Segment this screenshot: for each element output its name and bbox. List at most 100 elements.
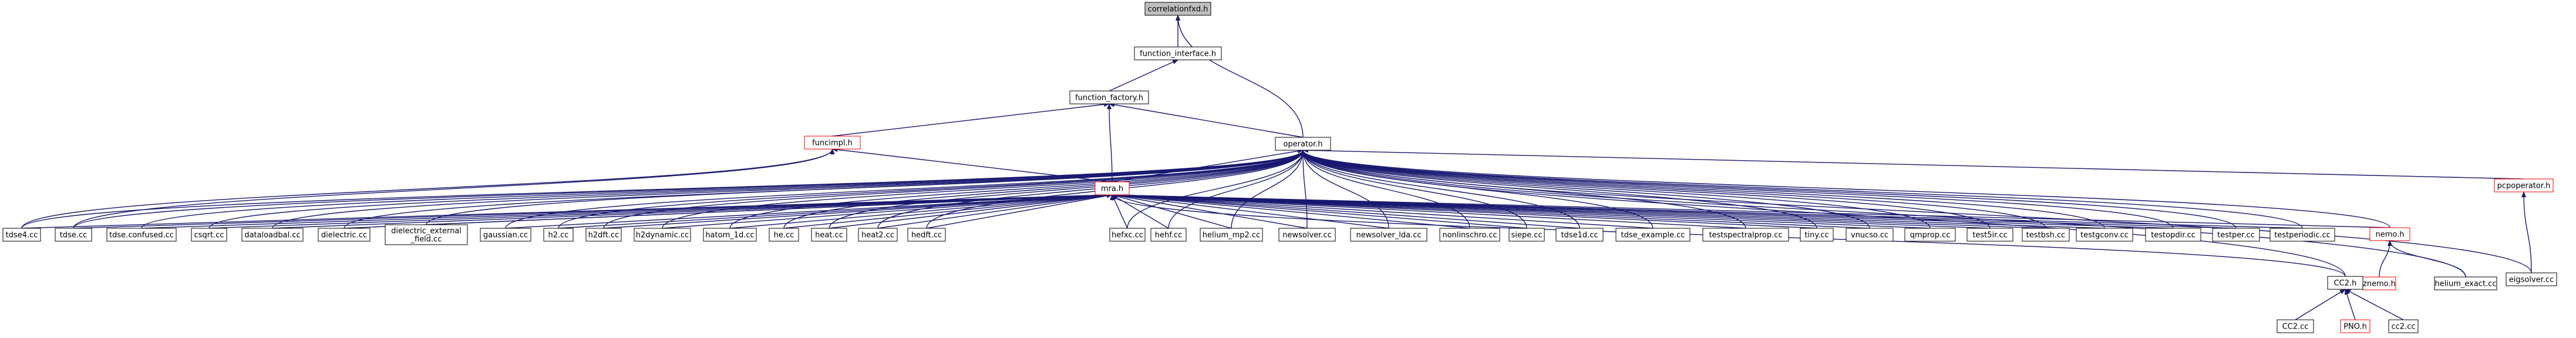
- edge-operator-to-root: [1176, 15, 1304, 138]
- node-label-heat2: heat2.cc: [861, 231, 894, 240]
- node-nemo[interactable]: nemo.h: [2369, 227, 2410, 241]
- node-dielext[interactable]: dielectric_external_field.cc: [385, 224, 468, 245]
- node-diel[interactable]: dielectric.cc: [318, 228, 371, 242]
- node-box-eig: [2506, 272, 2557, 286]
- node-h2dyn[interactable]: h2dynamic.cc: [634, 228, 691, 242]
- node-box-helex: [2434, 276, 2497, 290]
- node-siepe[interactable]: siepe.cc: [1508, 228, 1545, 242]
- node-qmprop[interactable]: qmprop.cc: [1904, 228, 1956, 242]
- node-testper[interactable]: testper.cc: [2212, 228, 2260, 242]
- node-label-cc2cc: CC2.cc: [2282, 323, 2309, 332]
- node-label-testper: testper.cc: [2217, 231, 2255, 240]
- node-box-he: [769, 228, 799, 242]
- node-testgconv[interactable]: testgconv.cc: [2076, 228, 2133, 242]
- node-box-hehf: [1150, 228, 1187, 242]
- node-label-funcimpl: funcimpl.h: [812, 139, 853, 148]
- node-ff[interactable]: function_factory.h: [1069, 90, 1149, 104]
- node-hatom[interactable]: hatom_1d.cc: [703, 228, 757, 242]
- node-label-root: correlationfxd.h: [1148, 5, 1208, 14]
- node-box-h2dft: [585, 228, 622, 242]
- edge-testsir-to-operator: [1301, 150, 1991, 229]
- node-newsolver[interactable]: newsolver.cc: [1278, 228, 1336, 242]
- node-mra[interactable]: mra.h: [1095, 181, 1130, 195]
- node-label-ff: function_factory.h: [1075, 94, 1143, 103]
- nodes-layer: correlationfxd.h function_interface.hfunc…: [2, 2, 2557, 333]
- node-helmp2[interactable]: helium_mp2.cc: [1200, 228, 1263, 242]
- node-hedft[interactable]: hedft.cc: [907, 228, 946, 242]
- node-tiny[interactable]: tiny.cc: [1800, 228, 1834, 242]
- node-gauss[interactable]: gaussian.cc: [480, 228, 531, 242]
- node-dload[interactable]: dataloadbal.cc: [241, 228, 304, 242]
- node-box-dielext: [385, 224, 468, 245]
- edge-nemo-to-operator: [1301, 150, 2390, 228]
- node-label-diel: dielectric.cc: [321, 231, 367, 240]
- node-cc2lc[interactable]: cc2.cc: [2388, 319, 2419, 333]
- node-testopdir[interactable]: testopdir.cc: [2145, 228, 2201, 242]
- node-label-tiny: tiny.cc: [1804, 231, 1829, 240]
- edge-gauss-to-mra: [505, 192, 1113, 229]
- node-label-fi: function_interface.h: [1140, 50, 1216, 59]
- node-hefxc[interactable]: hefxc.cc: [1109, 228, 1146, 242]
- node-box-funcimpl: [804, 136, 861, 150]
- edge-testper-to-operator: [1301, 150, 2237, 229]
- node-funcimpl[interactable]: funcimpl.h: [804, 136, 861, 150]
- node-label-qmprop: qmprop.cc: [1910, 231, 1951, 240]
- edge-hedft-to-mra: [926, 193, 1113, 229]
- node-operator[interactable]: operator.h: [1275, 137, 1331, 151]
- edge-heat2-to-mra: [877, 193, 1113, 229]
- node-eig[interactable]: eigsolver.cc: [2506, 272, 2557, 286]
- node-label-csqrt: csqrt.cc: [194, 231, 224, 240]
- edge-dload-to-mra: [272, 192, 1113, 229]
- node-label-eig: eigsolver.cc: [2509, 276, 2554, 285]
- edge-csqrt-to-mra: [208, 192, 1113, 229]
- node-cc2h[interactable]: CC2.h: [2327, 276, 2363, 290]
- node-h2dft[interactable]: h2dft.cc: [585, 228, 622, 242]
- edge-testperiodic-to-operator: [1301, 150, 2303, 229]
- node-pcpo[interactable]: pcpoperator.h: [2494, 178, 2554, 192]
- node-tspect[interactable]: testspectralprop.cc: [1702, 228, 1789, 242]
- node-box-newlda: [1350, 228, 1427, 242]
- node-testbsh[interactable]: testbsh.cc: [2022, 228, 2070, 242]
- node-testsir[interactable]: test5ir.cc: [1966, 228, 2013, 242]
- node-tdse[interactable]: tdse.cc: [55, 228, 92, 242]
- node-h2[interactable]: h2.cc: [543, 228, 574, 242]
- node-heat2[interactable]: heat2.cc: [858, 228, 898, 242]
- node-label-helex: helium_exact.cc: [2435, 280, 2497, 289]
- node-helex[interactable]: helium_exact.cc: [2434, 276, 2497, 290]
- node-label-dload: dataloadbal.cc: [244, 231, 300, 240]
- node-tdsecf[interactable]: tdse.confused.cc: [106, 228, 177, 242]
- node-box-tdse: [55, 228, 92, 242]
- node-box-mra: [1095, 181, 1130, 195]
- node-tdseex[interactable]: tdse_example.cc: [1615, 228, 1691, 242]
- node-znemo[interactable]: znemo.h: [2362, 276, 2396, 290]
- node-box-cc2cc: [2277, 319, 2314, 333]
- node-fi[interactable]: function_interface.h: [1134, 46, 1222, 60]
- node-box-tdse1d: [1555, 228, 1604, 242]
- edge-eig-to-pcpo: [2521, 191, 2532, 273]
- node-testperiodic[interactable]: testperiodic.cc: [2269, 228, 2335, 242]
- node-pno[interactable]: PNO.h: [2340, 319, 2370, 333]
- edge-mra-to-ff: [1107, 103, 1113, 182]
- node-label-tdseex: tdse_example.cc: [1621, 231, 1685, 240]
- node-csqrt[interactable]: csqrt.cc: [191, 228, 227, 242]
- edge-testgconv-to-operator: [1301, 150, 2105, 229]
- node-nonlin[interactable]: nonlinschro.cc: [1439, 228, 1500, 242]
- node-label-hehf: hehf.cc: [1155, 231, 1183, 240]
- node-vnucso[interactable]: vnucso.cc: [1846, 228, 1894, 242]
- edge-vnucso-to-operator: [1301, 150, 1870, 229]
- node-heat[interactable]: heat.cc: [811, 228, 847, 242]
- node-label-testperiodic: testperiodic.cc: [2274, 231, 2331, 240]
- node-label-tdse: tdse.cc: [60, 231, 87, 240]
- node-root: correlationfxd.h: [1144, 2, 1211, 16]
- node-box-helmp2: [1200, 228, 1263, 242]
- node-hehf[interactable]: hehf.cc: [1150, 228, 1187, 242]
- node-tdse1d[interactable]: tdse1d.cc: [1555, 228, 1604, 242]
- node-cc2cc[interactable]: CC2.cc: [2277, 319, 2314, 333]
- edge-pcpo-to-operator: [1302, 148, 2524, 180]
- node-label-siepe: siepe.cc: [1511, 231, 1542, 240]
- node-he[interactable]: he.cc: [769, 228, 799, 242]
- edge-hefxc-to-operator: [1127, 150, 1305, 229]
- node-newlda[interactable]: newsolver_lda.cc: [1350, 228, 1427, 242]
- edge-csqrt-to-operator: [208, 150, 1305, 229]
- node-tdse4[interactable]: tdse4.cc: [2, 228, 41, 242]
